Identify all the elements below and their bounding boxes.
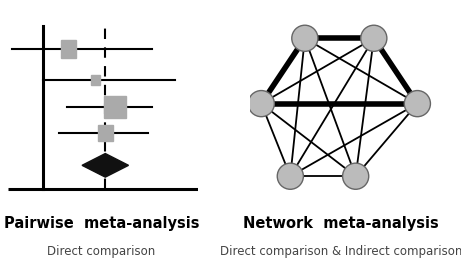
Circle shape [292,25,318,51]
Text: Pairwise  meta-analysis: Pairwise meta-analysis [4,216,199,231]
Polygon shape [82,153,129,177]
Text: Direct comparison & Indirect comparison: Direct comparison & Indirect comparison [220,245,461,258]
Bar [91,75,100,86]
Circle shape [277,163,303,189]
Bar [61,40,76,58]
Text: Network  meta-analysis: Network meta-analysis [243,216,439,231]
Circle shape [248,90,274,117]
Circle shape [404,90,431,117]
Bar [104,96,125,118]
Circle shape [361,25,387,51]
Circle shape [343,163,369,189]
Text: Direct comparison: Direct comparison [47,245,155,258]
Bar [98,125,113,141]
